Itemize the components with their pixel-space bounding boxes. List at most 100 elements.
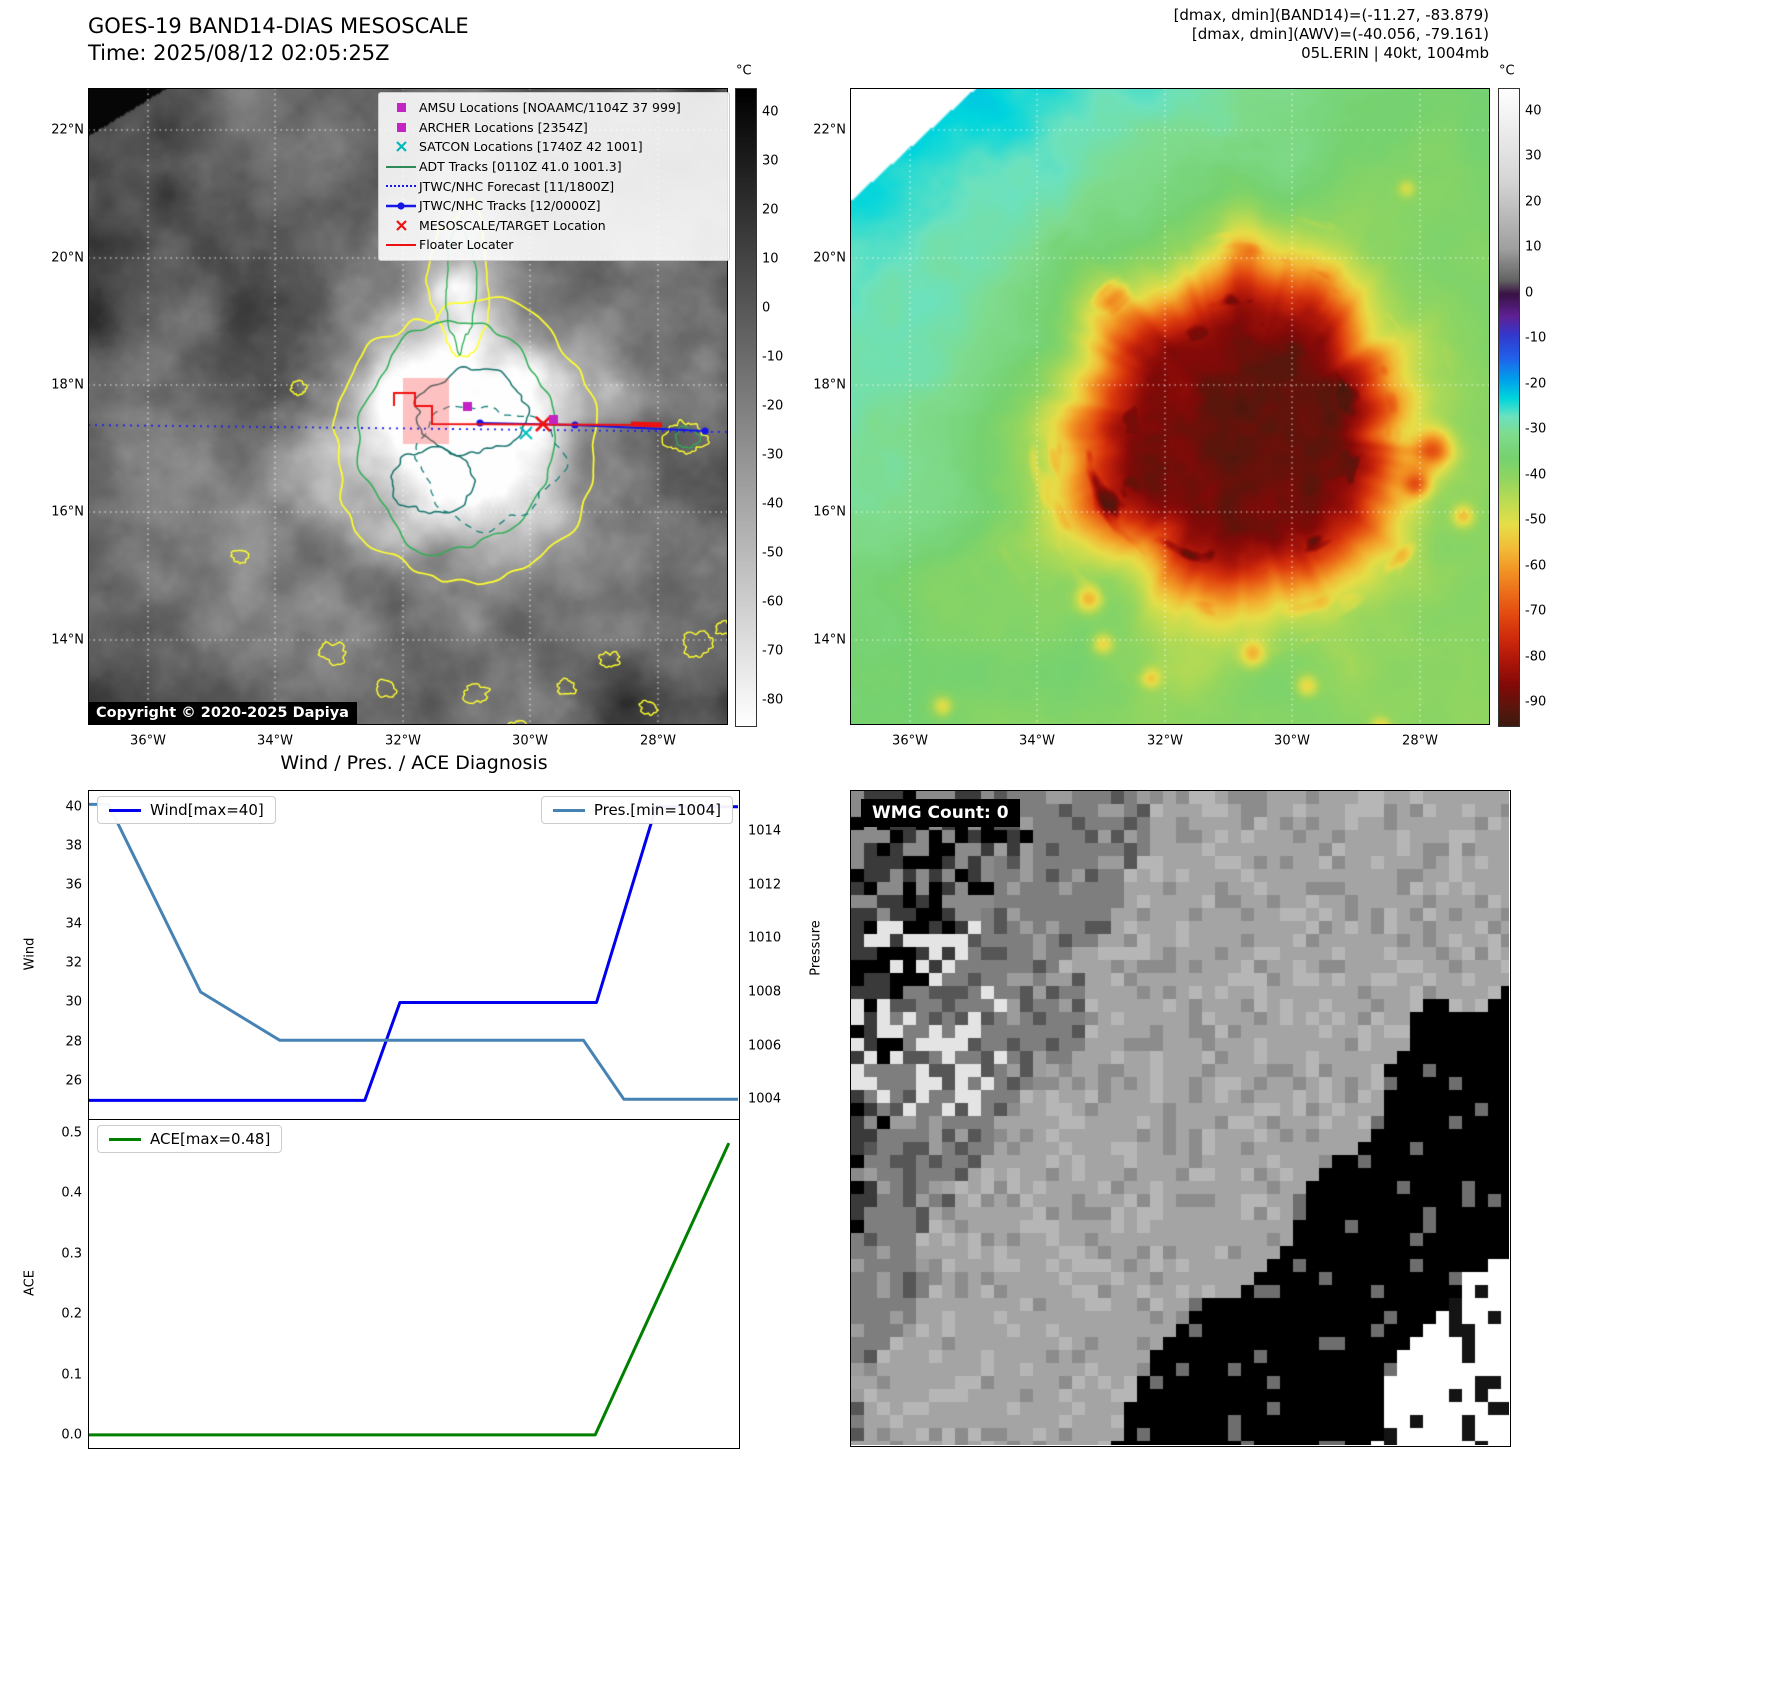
awv-lat-tick: 18°N bbox=[813, 377, 846, 393]
ace-legend: ACE[max=0.48] bbox=[97, 1125, 283, 1153]
legend-entry-label: SATCON Locations [1740Z 42 1001] bbox=[419, 139, 643, 155]
legend-entry: AMSU Locations [NOAAMC/1104Z 37 999] bbox=[383, 98, 721, 118]
legend-line-dot-icon bbox=[383, 200, 419, 212]
wind-series-line bbox=[89, 805, 738, 1102]
awv-lon-tick: 32°W bbox=[1147, 733, 1183, 749]
awv-colorbar bbox=[1498, 88, 1520, 727]
ace-tick: 0.2 bbox=[61, 1306, 82, 1322]
ace-series-line bbox=[89, 1142, 730, 1437]
wind-tick: 32 bbox=[65, 955, 82, 971]
legend-entry: JTWC/NHC Tracks [12/0000Z] bbox=[383, 196, 721, 216]
awv-colorbar-tick: 0 bbox=[1525, 285, 1534, 301]
wmg-panel bbox=[850, 790, 1511, 1447]
legend-entry: MESOSCALE/TARGET Location bbox=[383, 216, 721, 236]
band14-lat-tick: 16°N bbox=[51, 504, 84, 520]
band14-colorbar-tick: -40 bbox=[762, 496, 784, 512]
legend-entry-label: JTWC/NHC Tracks [12/0000Z] bbox=[419, 198, 601, 214]
pressure-series-line bbox=[89, 802, 738, 1101]
awv-colorbar-tick: -30 bbox=[1525, 421, 1547, 437]
awv-colorbar-tick: -40 bbox=[1525, 467, 1547, 483]
wind-tick: 34 bbox=[65, 916, 82, 932]
ace-tick: 0.5 bbox=[61, 1125, 82, 1141]
wmg-count-label: WMG Count: 0 bbox=[861, 799, 1020, 827]
awv-colorbar-tick: -10 bbox=[1525, 330, 1547, 346]
band14-colorbar-tick: -30 bbox=[762, 447, 784, 463]
band14-colorbar-tick: 40 bbox=[762, 104, 779, 120]
wind-pressure-chart bbox=[88, 790, 740, 1120]
awv-header-awv-dmax: [dmax, dmin](AWV)=(-40.056, -79.161) bbox=[1191, 25, 1489, 43]
band14-colorbar-tick: -50 bbox=[762, 545, 784, 561]
legend-entry-label: Floater Locater bbox=[419, 237, 514, 253]
band14-colorbar-tick: -70 bbox=[762, 643, 784, 659]
ace-plot-area bbox=[89, 1142, 730, 1437]
awv-colorbar-tick: -50 bbox=[1525, 512, 1547, 528]
band14-lon-tick: 30°W bbox=[512, 733, 548, 749]
diagnosis-title: Wind / Pres. / ACE Diagnosis bbox=[280, 752, 548, 774]
pressure-tick: 1014 bbox=[748, 823, 782, 839]
storm-id-intensity: 05L.ERIN | 40kt, 1004mb bbox=[1301, 44, 1489, 62]
wind-tick: 28 bbox=[65, 1034, 82, 1050]
band14-title: GOES-19 BAND14-DIAS MESOSCALE bbox=[88, 14, 469, 38]
pressure-line-swatch-icon bbox=[552, 808, 585, 812]
legend-entry-label: ARCHER Locations [2354Z] bbox=[419, 119, 588, 135]
awv-lon-tick: 28°W bbox=[1402, 733, 1438, 749]
wind-tick: 38 bbox=[65, 838, 82, 854]
awv-colorbar-tick: 10 bbox=[1525, 239, 1542, 255]
band14-lon-tick: 28°W bbox=[640, 733, 676, 749]
legend-x-icon bbox=[383, 140, 419, 153]
copyright-notice: Copyright © 2020-2025 Dapiya bbox=[88, 702, 357, 725]
band14-lon-tick: 34°W bbox=[257, 733, 293, 749]
wind-tick: 36 bbox=[65, 877, 82, 893]
legend-entry: JTWC/NHC Forecast [11/1800Z] bbox=[383, 176, 721, 196]
ace-legend-label: ACE[max=0.48] bbox=[150, 1130, 271, 1148]
wind-tick: 30 bbox=[65, 994, 82, 1010]
awv-lon-tick: 30°W bbox=[1274, 733, 1310, 749]
awv-colorbar-tick: 20 bbox=[1525, 194, 1542, 210]
wind-tick: 26 bbox=[65, 1073, 82, 1089]
legend-line-icon bbox=[383, 243, 419, 246]
awv-colorbar-tick: -60 bbox=[1525, 558, 1547, 574]
awv-lat-tick: 20°N bbox=[813, 250, 846, 266]
awv-lon-tick: 34°W bbox=[1019, 733, 1055, 749]
wind-axis-label: Wind bbox=[22, 937, 38, 971]
awv-lon-tick: 36°W bbox=[892, 733, 928, 749]
wind-legend: Wind[max=40] bbox=[97, 796, 276, 824]
band14-lon-tick: 32°W bbox=[385, 733, 421, 749]
ace-chart bbox=[88, 1119, 740, 1449]
band14-lat-tick: 14°N bbox=[51, 632, 84, 648]
legend-entry-label: JTWC/NHC Forecast [11/1800Z] bbox=[419, 178, 615, 194]
ace-tick: 0.1 bbox=[61, 1367, 82, 1383]
legend-entry: SATCON Locations [1740Z 42 1001] bbox=[383, 137, 721, 157]
awv-colorbar-unit: °C bbox=[1499, 63, 1515, 79]
band14-colorbar-tick: -20 bbox=[762, 398, 784, 414]
legend-square-icon bbox=[383, 103, 419, 113]
legend-entry: Floater Locater bbox=[383, 235, 721, 255]
band14-colorbar-tick: 10 bbox=[762, 251, 779, 267]
band14-colorbar bbox=[735, 88, 757, 727]
awv-colorbar-tick: -70 bbox=[1525, 603, 1547, 619]
legend-square-icon bbox=[383, 122, 419, 132]
band14-colorbar-tick: 0 bbox=[762, 300, 771, 316]
pressure-legend-label: Pres.[min=1004] bbox=[593, 801, 721, 819]
ace-line-swatch-icon bbox=[109, 1137, 141, 1141]
awv-lat-tick: 14°N bbox=[813, 632, 846, 648]
pressure-legend: Pres.[min=1004] bbox=[540, 796, 733, 824]
ace-axis-label: ACE bbox=[22, 1270, 38, 1296]
band14-colorbar-unit: °C bbox=[736, 63, 752, 79]
band14-lat-tick: 22°N bbox=[51, 122, 84, 138]
legend-entry-label: ADT Tracks [0110Z 41.0 1001.3] bbox=[419, 159, 622, 175]
ace-tick: 0.3 bbox=[61, 1246, 82, 1262]
ace-tick: 0.0 bbox=[61, 1427, 82, 1443]
awv-lat-tick: 22°N bbox=[813, 122, 846, 138]
legend-entry: ADT Tracks [0110Z 41.0 1001.3] bbox=[383, 157, 721, 177]
awv-colorbar-tick: 40 bbox=[1525, 103, 1542, 119]
legend-entry-label: MESOSCALE/TARGET Location bbox=[419, 217, 606, 233]
band14-colorbar-tick: -60 bbox=[762, 594, 784, 610]
awv-colorbar-tick: -20 bbox=[1525, 376, 1547, 392]
band14-time: Time: 2025/08/12 02:05:25Z bbox=[88, 41, 390, 65]
pressure-axis-label: Pressure bbox=[808, 920, 824, 976]
band14-lon-tick: 36°W bbox=[130, 733, 166, 749]
awv-lat-tick: 16°N bbox=[813, 504, 846, 520]
band14-colorbar-tick: 20 bbox=[762, 202, 779, 218]
pressure-tick: 1012 bbox=[748, 877, 782, 893]
